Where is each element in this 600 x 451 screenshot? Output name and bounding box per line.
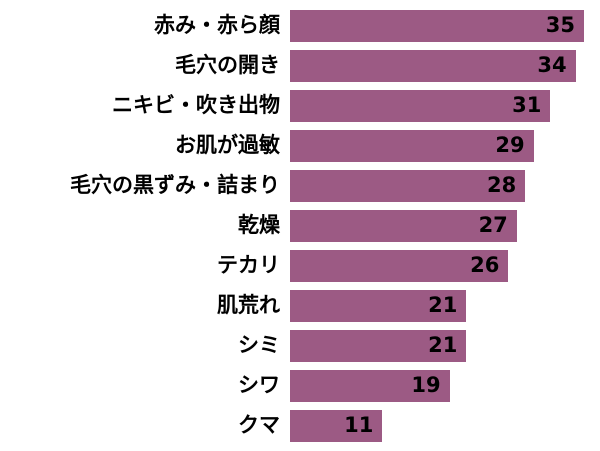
bar-track: 19: [290, 369, 584, 402]
category-label: テカリ: [217, 253, 280, 277]
chart-row: クマ 11: [0, 406, 584, 446]
value-label: 27: [478, 213, 508, 237]
bar-track: 31: [290, 89, 584, 122]
bar: 21: [290, 329, 467, 362]
value-label: 11: [344, 413, 374, 437]
category-label: 毛穴の黒ずみ・詰まり: [70, 173, 280, 197]
bar: 11: [290, 409, 383, 442]
bar: 29: [290, 129, 534, 162]
chart-row: シミ 21: [0, 326, 584, 366]
category-label: クマ: [238, 413, 280, 437]
value-label: 21: [428, 293, 458, 317]
chart-row: ニキビ・吹き出物 31: [0, 86, 584, 126]
category-label: お肌が過敏: [175, 133, 280, 157]
bar-track: 11: [290, 409, 584, 442]
bar-track: 27: [290, 209, 584, 242]
value-label: 26: [470, 253, 500, 277]
category-label: ニキビ・吹き出物: [112, 93, 280, 117]
category-label: 乾燥: [238, 213, 280, 237]
chart-row: シワ 19: [0, 366, 584, 406]
bar: 21: [290, 289, 467, 322]
value-label: 19: [411, 373, 441, 397]
chart-row: 毛穴の黒ずみ・詰まり 28: [0, 166, 584, 206]
value-label: 29: [495, 133, 525, 157]
value-label: 28: [486, 173, 517, 197]
bar-track: 21: [290, 289, 584, 322]
chart-row: 乾燥 27: [0, 206, 584, 246]
bar: 26: [290, 249, 509, 282]
chart-row: お肌が過敏 29: [0, 126, 584, 166]
chart-row: テカリ 26: [0, 246, 584, 286]
category-label: シミ: [238, 333, 280, 357]
chart-row: 毛穴の開き 34: [0, 46, 584, 86]
bar: 31: [290, 89, 551, 122]
bar-track: 34: [290, 49, 584, 82]
bar-track: 26: [290, 249, 584, 282]
bar-track: 35: [290, 9, 584, 42]
bar-track: 28: [290, 169, 584, 202]
bar: 35: [290, 9, 584, 42]
value-label: 34: [537, 53, 567, 77]
category-label: 肌荒れ: [217, 293, 280, 317]
chart-row: 肌荒れ 21: [0, 286, 584, 326]
bar: 28: [290, 169, 526, 202]
category-label: 赤み・赤ら顔: [154, 13, 280, 37]
bar: 19: [290, 369, 450, 402]
value-label: 31: [512, 93, 542, 117]
category-label: シワ: [238, 373, 280, 397]
bar: 34: [290, 49, 576, 82]
value-label: 21: [428, 333, 458, 357]
chart-row: 赤み・赤ら顔 35: [0, 6, 584, 46]
bar-track: 29: [290, 129, 584, 162]
bar: 27: [290, 209, 517, 242]
category-label: 毛穴の開き: [175, 53, 280, 77]
value-label: 35: [545, 13, 575, 37]
bar-track: 21: [290, 329, 584, 362]
